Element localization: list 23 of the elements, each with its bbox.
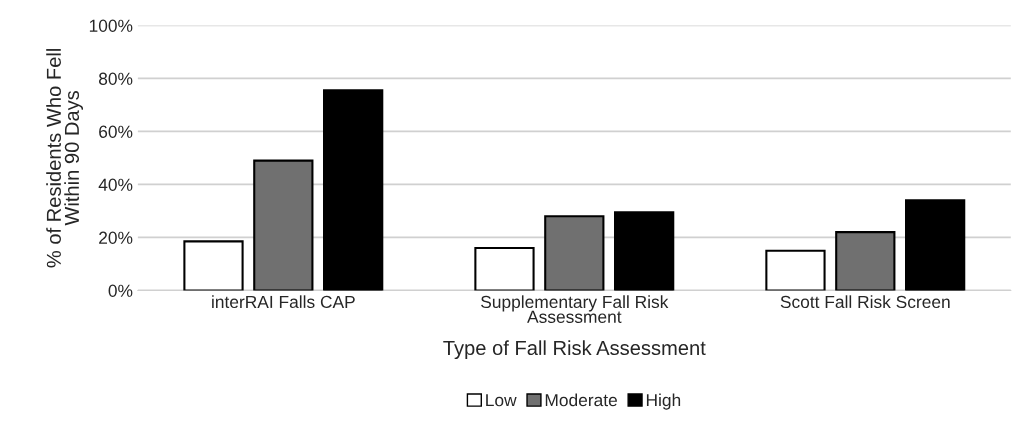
bar: [614, 211, 675, 291]
bar: [183, 240, 244, 291]
y-tick-label: 20%: [99, 231, 133, 244]
bar: [253, 159, 314, 291]
y-tick-label: 0%: [108, 284, 133, 297]
bar: [835, 231, 896, 291]
x-axis-title: Type of Fall Risk Assessment: [443, 340, 706, 360]
x-tick-label: Scott Fall Risk Screen: [780, 295, 950, 309]
legend-label: High: [646, 393, 681, 410]
x-tick-label: Supplementary Fall Risk Assessment: [481, 295, 669, 323]
bar: [905, 199, 966, 291]
y-tick-label: 80%: [98, 72, 133, 85]
bar: [765, 249, 826, 291]
legend-label: Moderate: [545, 393, 617, 407]
y-tick-label: 100%: [89, 19, 133, 32]
bar: [474, 247, 535, 291]
y-tick-label: 60%: [99, 125, 133, 138]
bar: [544, 215, 605, 291]
y-axis-title: % of Residents Who Fell Within 90 Days: [46, 49, 84, 268]
legend-label: Low: [486, 394, 517, 407]
y-tick-label: 40%: [98, 178, 133, 191]
x-tick-label: interRAI Falls CAP: [212, 295, 355, 309]
bar: [323, 89, 384, 291]
